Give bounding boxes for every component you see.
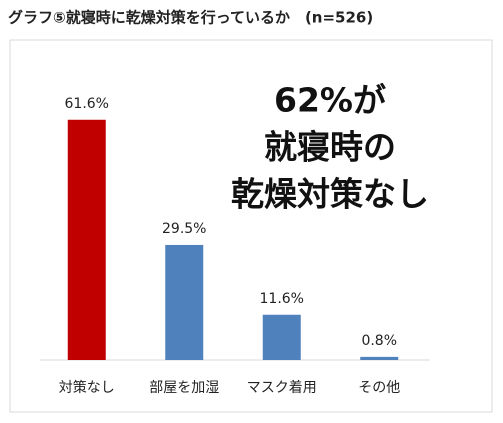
bar bbox=[165, 244, 204, 360]
value-label: 0.8% bbox=[361, 333, 397, 349]
value-label: 11.6% bbox=[260, 291, 304, 307]
bar bbox=[67, 119, 106, 360]
x-tick-label: マスク着用 bbox=[247, 380, 317, 396]
annotation: 乾燥対策なし bbox=[231, 175, 429, 214]
x-tick-label: その他 bbox=[358, 380, 400, 396]
x-tick-label: 対策なし bbox=[59, 379, 115, 396]
value-label: 61.6% bbox=[65, 96, 109, 112]
value-label: 29.5% bbox=[162, 221, 206, 237]
chart-title: グラフ⑤就寝時に乾燥対策を行っているか (n=526) bbox=[8, 9, 373, 27]
chart-frame bbox=[9, 39, 493, 413]
bar bbox=[262, 314, 301, 360]
annotation: 62%が bbox=[274, 81, 386, 120]
x-tick-label: 部屋を加湿 bbox=[149, 380, 219, 396]
bar bbox=[360, 356, 399, 360]
annotation: 就寝時の bbox=[264, 128, 396, 167]
